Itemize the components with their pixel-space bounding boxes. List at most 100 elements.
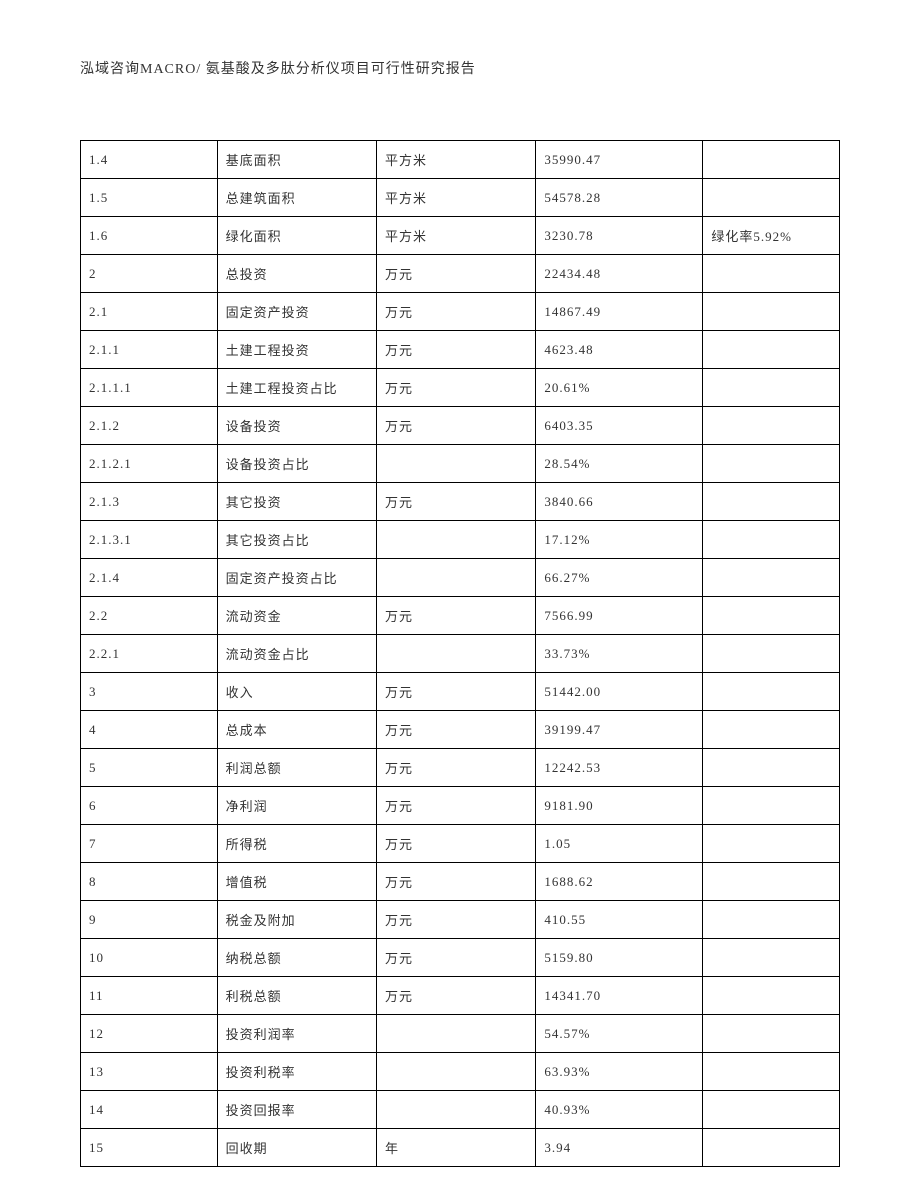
- page-container: 泓域咨询MACRO/ 氨基酸及多肽分析仪项目可行性研究报告 1.4基底面积平方米…: [0, 0, 920, 1167]
- table-cell: 3840.66: [536, 483, 703, 521]
- table-cell: 万元: [376, 407, 535, 445]
- table-row: 1.5总建筑面积平方米54578.28: [81, 179, 840, 217]
- table-cell: 万元: [376, 901, 535, 939]
- table-cell: 410.55: [536, 901, 703, 939]
- table-row: 8增值税万元1688.62: [81, 863, 840, 901]
- table-cell: 万元: [376, 977, 535, 1015]
- table-row: 15回收期年3.94: [81, 1129, 840, 1167]
- table-cell: 54.57%: [536, 1015, 703, 1053]
- table-cell: 2.2: [81, 597, 218, 635]
- table-cell: 总投资: [217, 255, 376, 293]
- table-row: 12投资利润率 54.57%: [81, 1015, 840, 1053]
- table-cell: [703, 597, 840, 635]
- table-cell: 流动资金占比: [217, 635, 376, 673]
- table-cell: 纳税总额: [217, 939, 376, 977]
- table-cell: 6403.35: [536, 407, 703, 445]
- table-cell: [703, 141, 840, 179]
- table-cell: [703, 559, 840, 597]
- table-cell: [703, 331, 840, 369]
- table-row: 2.1.2设备投资万元6403.35: [81, 407, 840, 445]
- table-row: 13投资利税率63.93%: [81, 1053, 840, 1091]
- table-cell: 1.05: [536, 825, 703, 863]
- table-cell: [703, 749, 840, 787]
- table-row: 6净利润万元9181.90: [81, 787, 840, 825]
- table-cell: 12242.53: [536, 749, 703, 787]
- table-cell: [703, 369, 840, 407]
- table-row: 3收入万元51442.00: [81, 673, 840, 711]
- table-body: 1.4基底面积平方米35990.471.5总建筑面积平方米54578.281.6…: [81, 141, 840, 1167]
- table-cell: [703, 635, 840, 673]
- table-row: 2.1.3其它投资万元3840.66: [81, 483, 840, 521]
- table-cell: 投资利润率: [217, 1015, 376, 1053]
- table-cell: 增值税: [217, 863, 376, 901]
- table-cell: 17.12%: [536, 521, 703, 559]
- table-cell: 5159.80: [536, 939, 703, 977]
- table-cell: 设备投资: [217, 407, 376, 445]
- table-cell: 其它投资: [217, 483, 376, 521]
- table-cell: 2.1.1.1: [81, 369, 218, 407]
- table-cell: 1688.62: [536, 863, 703, 901]
- table-cell: 4: [81, 711, 218, 749]
- table-cell: 12: [81, 1015, 218, 1053]
- table-cell: 万元: [376, 673, 535, 711]
- table-cell: 固定资产投资占比: [217, 559, 376, 597]
- table-cell: 税金及附加: [217, 901, 376, 939]
- table-cell: 2: [81, 255, 218, 293]
- table-cell: 土建工程投资占比: [217, 369, 376, 407]
- table-cell: 绿化面积: [217, 217, 376, 255]
- table-cell: 万元: [376, 331, 535, 369]
- table-cell: [703, 939, 840, 977]
- table-cell: [376, 635, 535, 673]
- table-cell: [376, 559, 535, 597]
- table-cell: [703, 901, 840, 939]
- table-row: 5利润总额万元12242.53: [81, 749, 840, 787]
- table-cell: 总成本: [217, 711, 376, 749]
- table-cell: 33.73%: [536, 635, 703, 673]
- table-cell: 固定资产投资: [217, 293, 376, 331]
- table-cell: 3.94: [536, 1129, 703, 1167]
- table-cell: 14: [81, 1091, 218, 1129]
- table-cell: [703, 787, 840, 825]
- table-row: 14投资回报率40.93%: [81, 1091, 840, 1129]
- table-cell: 54578.28: [536, 179, 703, 217]
- table-cell: 7566.99: [536, 597, 703, 635]
- table-cell: 平方米: [376, 141, 535, 179]
- table-cell: 9: [81, 901, 218, 939]
- table-cell: [703, 521, 840, 559]
- table-cell: 10: [81, 939, 218, 977]
- table-cell: 6: [81, 787, 218, 825]
- table-cell: 14341.70: [536, 977, 703, 1015]
- table-cell: 2.2.1: [81, 635, 218, 673]
- table-cell: 2.1: [81, 293, 218, 331]
- table-cell: 9181.90: [536, 787, 703, 825]
- table-cell: [376, 1053, 535, 1091]
- table-row: 7所得税万元1.05: [81, 825, 840, 863]
- table-cell: 1.6: [81, 217, 218, 255]
- table-cell: 14867.49: [536, 293, 703, 331]
- table-cell: 年: [376, 1129, 535, 1167]
- table-cell: 净利润: [217, 787, 376, 825]
- table-cell: [703, 977, 840, 1015]
- table-cell: 平方米: [376, 217, 535, 255]
- table-cell: [376, 521, 535, 559]
- table-cell: [703, 407, 840, 445]
- table-cell: 39199.47: [536, 711, 703, 749]
- table-cell: 利润总额: [217, 749, 376, 787]
- table-cell: 2.1.4: [81, 559, 218, 597]
- table-cell: 万元: [376, 483, 535, 521]
- table-cell: 40.93%: [536, 1091, 703, 1129]
- table-row: 2.2流动资金万元7566.99: [81, 597, 840, 635]
- table-cell: 万元: [376, 863, 535, 901]
- table-cell: 万元: [376, 939, 535, 977]
- table-cell: 28.54%: [536, 445, 703, 483]
- table-cell: 5: [81, 749, 218, 787]
- table-cell: 收入: [217, 673, 376, 711]
- table-cell: 万元: [376, 825, 535, 863]
- table-row: 10纳税总额万元5159.80: [81, 939, 840, 977]
- table-cell: 土建工程投资: [217, 331, 376, 369]
- table-cell: 万元: [376, 787, 535, 825]
- table-cell: 万元: [376, 711, 535, 749]
- table-cell: 1.5: [81, 179, 218, 217]
- table-cell: 2.1.1: [81, 331, 218, 369]
- table-cell: [703, 1129, 840, 1167]
